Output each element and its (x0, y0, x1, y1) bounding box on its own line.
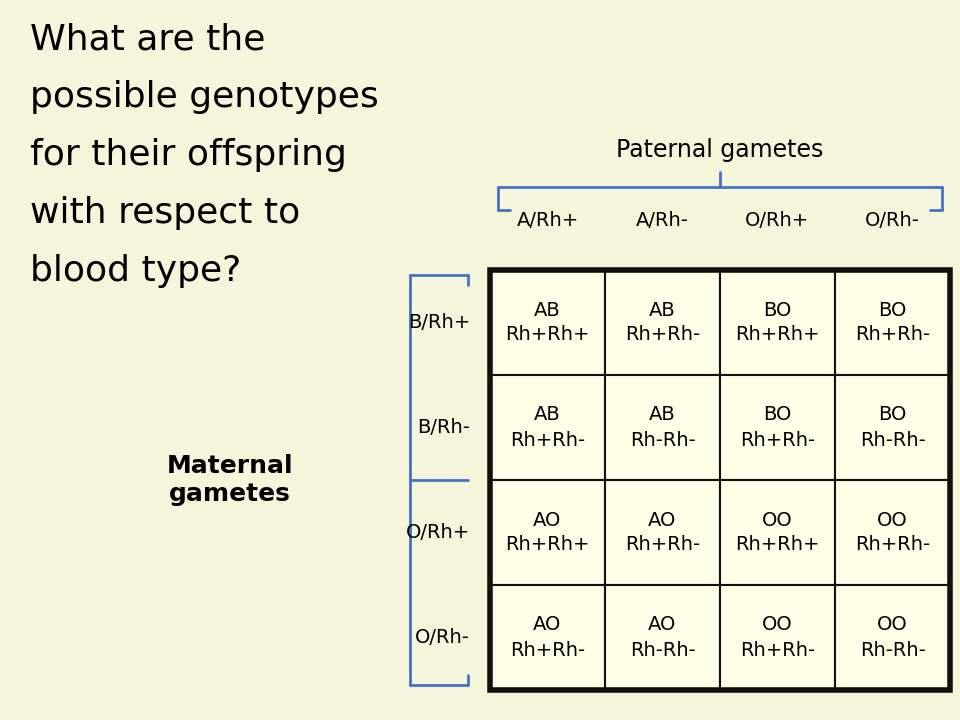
Text: O/Rh+: O/Rh+ (745, 210, 809, 230)
Text: AO
Rh+Rh+: AO Rh+Rh+ (505, 510, 589, 554)
Text: Maternal
gametes: Maternal gametes (167, 454, 294, 506)
Text: AO
Rh+Rh-: AO Rh+Rh- (510, 616, 585, 660)
Text: for their offspring: for their offspring (30, 138, 347, 172)
Text: OO
Rh+Rh-: OO Rh+Rh- (855, 510, 930, 554)
Text: possible genotypes: possible genotypes (30, 80, 379, 114)
Text: AB
Rh+Rh+: AB Rh+Rh+ (505, 300, 589, 344)
Text: What are the: What are the (30, 22, 265, 56)
Bar (835, 585, 950, 690)
Bar (605, 270, 720, 375)
Text: B/Rh-: B/Rh- (418, 418, 470, 437)
Bar (720, 375, 835, 480)
Text: BO
Rh-Rh-: BO Rh-Rh- (859, 405, 925, 449)
Bar (490, 270, 605, 375)
Bar (720, 480, 835, 585)
Text: O/Rh-: O/Rh- (415, 628, 470, 647)
Text: AO
Rh+Rh-: AO Rh+Rh- (625, 510, 700, 554)
Text: AB
Rh-Rh-: AB Rh-Rh- (630, 405, 695, 449)
Text: BO
Rh+Rh-: BO Rh+Rh- (740, 405, 815, 449)
Text: OO
Rh-Rh-: OO Rh-Rh- (859, 616, 925, 660)
Bar (720, 270, 835, 375)
Text: A/Rh+: A/Rh+ (516, 210, 579, 230)
Bar (490, 270, 950, 690)
Text: BO
Rh+Rh-: BO Rh+Rh- (855, 300, 930, 344)
Bar (835, 270, 950, 375)
Text: AB
Rh+Rh-: AB Rh+Rh- (510, 405, 585, 449)
Bar (605, 480, 720, 585)
Text: OO
Rh+Rh+: OO Rh+Rh+ (735, 510, 820, 554)
Text: AB
Rh+Rh-: AB Rh+Rh- (625, 300, 700, 344)
Text: O/Rh+: O/Rh+ (406, 523, 470, 542)
Bar (720, 585, 835, 690)
Text: BO
Rh+Rh+: BO Rh+Rh+ (735, 300, 820, 344)
Text: B/Rh+: B/Rh+ (408, 313, 470, 332)
Bar (605, 375, 720, 480)
Bar (490, 375, 605, 480)
Text: AO
Rh-Rh-: AO Rh-Rh- (630, 616, 695, 660)
Bar (605, 585, 720, 690)
Bar (490, 585, 605, 690)
Text: O/Rh-: O/Rh- (865, 210, 920, 230)
Text: OO
Rh+Rh-: OO Rh+Rh- (740, 616, 815, 660)
Bar (835, 480, 950, 585)
Text: blood type?: blood type? (30, 254, 241, 288)
Bar (490, 480, 605, 585)
Text: Paternal gametes: Paternal gametes (616, 138, 824, 162)
Bar (835, 375, 950, 480)
Text: A/Rh-: A/Rh- (636, 210, 689, 230)
Text: with respect to: with respect to (30, 196, 300, 230)
